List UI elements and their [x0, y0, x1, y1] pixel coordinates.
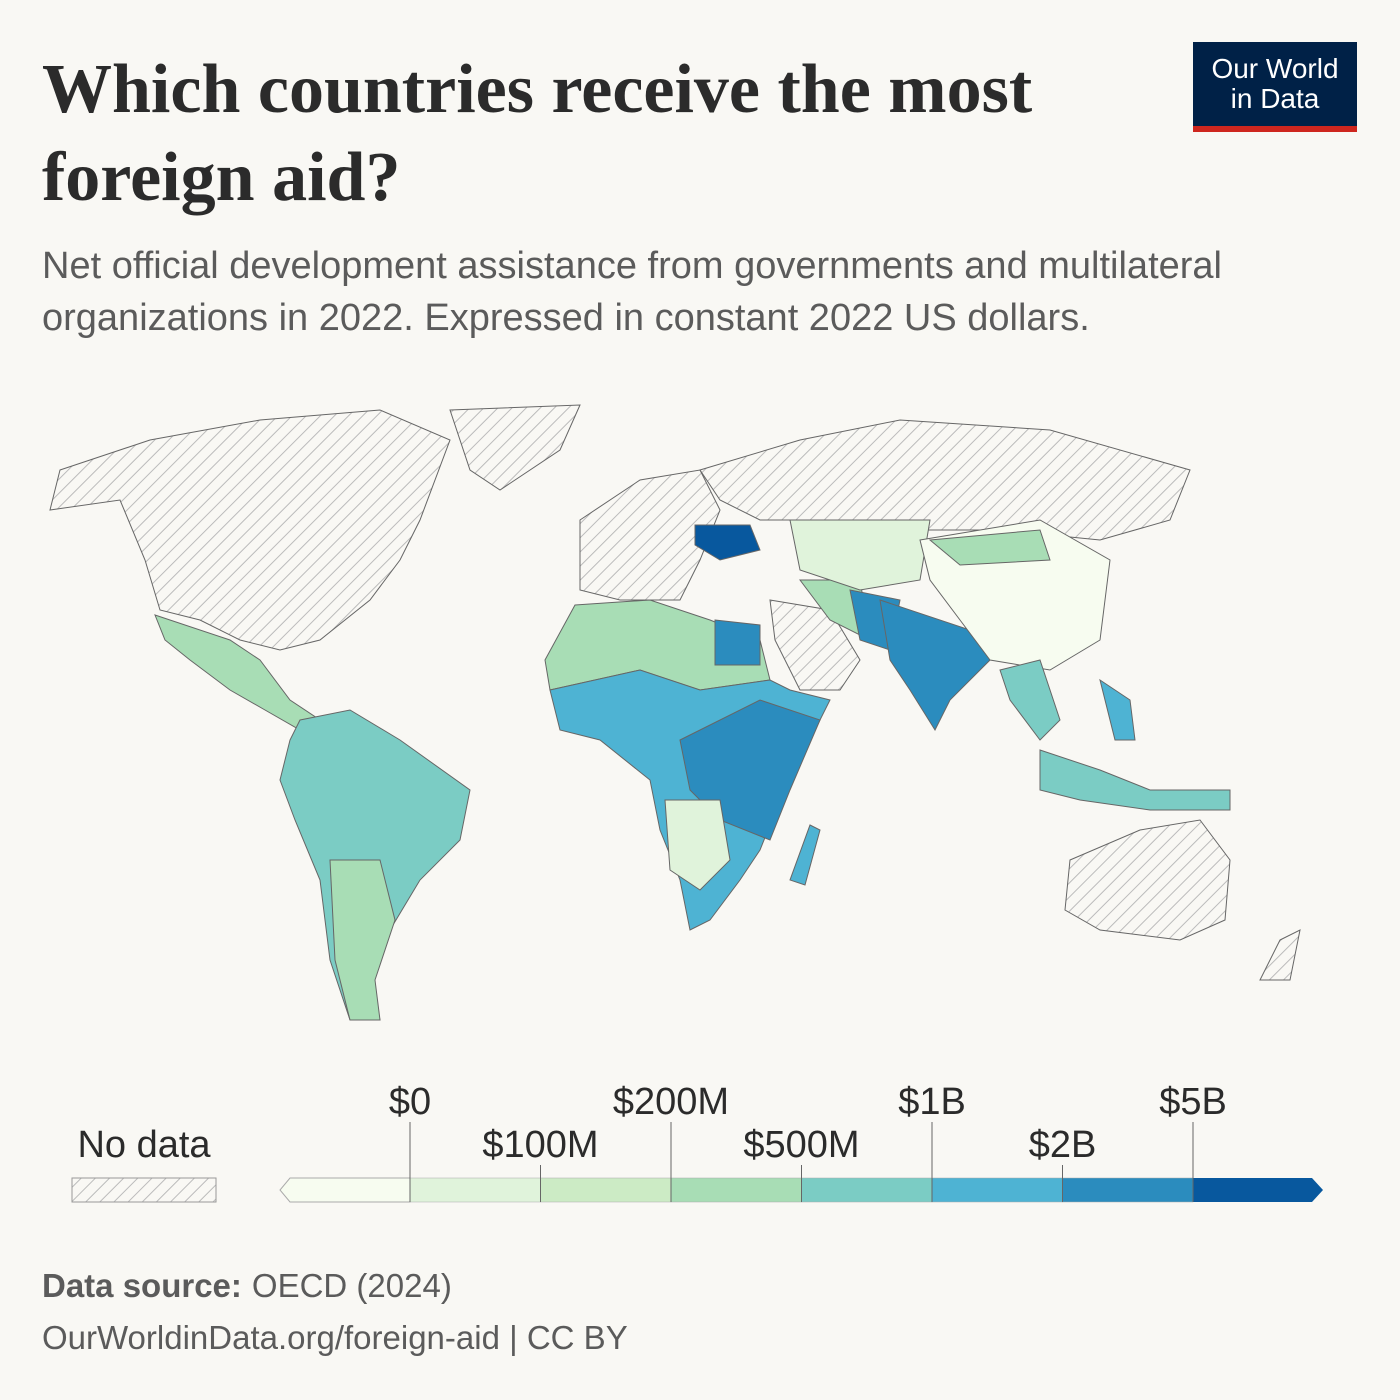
legend-bin	[670, 1177, 802, 1203]
logo[interactable]: Our World in Data	[1193, 42, 1357, 132]
region	[999, 659, 1061, 741]
region	[1064, 819, 1231, 941]
region	[928, 529, 1051, 566]
region	[1259, 929, 1301, 981]
map	[49, 404, 1301, 1021]
legend-tick-label: $5B	[1159, 1081, 1227, 1123]
subtitle-line: organizations in 2022. Expressed in cons…	[42, 297, 1090, 339]
region	[579, 469, 721, 601]
logo-stripe	[1193, 126, 1357, 132]
title-line: Which countries receive the most	[42, 51, 1032, 128]
legend-tick-label: $0	[389, 1081, 431, 1123]
logo-box	[1193, 42, 1357, 132]
legend: No data $0 $100M $200M $500M $1B $2B $5B	[71, 1081, 1323, 1203]
title-line: foreign aid?	[42, 139, 400, 216]
no-data-label: No data	[77, 1124, 211, 1166]
region	[789, 824, 821, 886]
region	[789, 519, 931, 591]
legend-tick-label: $200M	[613, 1081, 729, 1123]
logo-text: in Data	[1231, 83, 1320, 114]
logo-text: Our World	[1211, 53, 1338, 84]
region	[449, 404, 581, 491]
legend-bin	[409, 1177, 541, 1203]
region	[699, 419, 1191, 541]
region	[664, 799, 731, 891]
region	[329, 859, 396, 1021]
region	[49, 409, 451, 651]
region	[1099, 678, 1136, 741]
region	[714, 619, 761, 666]
legend-bin	[279, 1177, 411, 1203]
legend-tick-label: $100M	[482, 1124, 598, 1166]
legend-bin	[931, 1177, 1063, 1203]
no-data-swatch	[71, 1177, 217, 1203]
url[interactable]: OurWorldinData.org/foreign-aid | CC BY	[42, 1319, 628, 1356]
legend-bin	[801, 1177, 933, 1203]
legend-bin	[540, 1177, 672, 1203]
source: OECD (2024)	[252, 1267, 452, 1304]
legend-bin	[1062, 1177, 1194, 1203]
region	[1039, 749, 1231, 811]
source-label: Data source:	[42, 1267, 242, 1304]
legend-tick-label: $2B	[1029, 1124, 1097, 1166]
legend-tick-label: $500M	[743, 1124, 859, 1166]
legend-tick-label: $1B	[898, 1081, 966, 1123]
legend-bin	[1193, 1178, 1323, 1202]
region	[694, 524, 761, 561]
subtitle-line: Net official development assistance from…	[42, 245, 1222, 287]
